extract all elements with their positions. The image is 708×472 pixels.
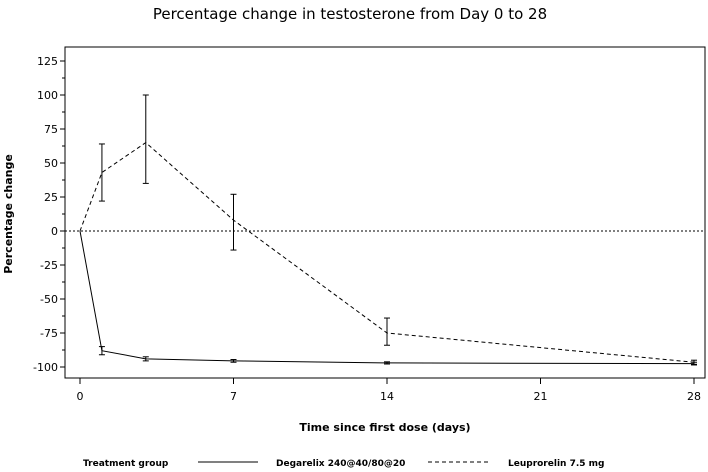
error-bar [98, 143, 105, 202]
error-bar [691, 359, 697, 365]
chart-title: Percentage change in testosterone from D… [153, 5, 547, 23]
x-axis: 0 7 14 21 28 [77, 378, 701, 403]
x-tick-label: 7 [230, 390, 237, 403]
y-tick-label: 25 [44, 191, 58, 204]
y-tick-label: 100 [37, 89, 58, 102]
y-tick-label: 75 [44, 123, 58, 136]
error-bar [384, 317, 390, 346]
y-axis-title: Percentage change [2, 154, 15, 274]
series-line [79, 141, 695, 363]
error-bar [230, 359, 237, 363]
legend: Treatment group Degarelix 240@40/80@20 L… [83, 459, 604, 469]
x-tick-label: 0 [77, 390, 84, 403]
x-axis-title: Time since first dose (days) [299, 421, 470, 434]
error-bar [142, 356, 149, 362]
error-bar [384, 361, 390, 365]
y-tick-label: -25 [40, 259, 58, 272]
legend-label-leuprorelin: Leuprorelin 7.5 mg [508, 459, 604, 469]
y-tick-label: 50 [44, 157, 58, 170]
y-tick-label: 0 [51, 225, 58, 238]
x-tick-label: 21 [534, 390, 548, 403]
y-tick-label: -50 [40, 293, 58, 306]
y-tick-label: 125 [37, 55, 58, 68]
y-axis: 125 100 75 50 25 0 -25 -50 -75 -100 [33, 55, 65, 374]
legend-title: Treatment group [83, 459, 169, 469]
series-layer [79, 94, 697, 366]
x-tick-label: 28 [687, 390, 701, 403]
plot-area-frame [64, 46, 706, 379]
error-bar [230, 193, 237, 251]
y-tick-label: -100 [33, 361, 58, 374]
error-bar [98, 346, 105, 356]
error-bar [142, 94, 149, 184]
legend-label-degarelix: Degarelix 240@40/80@20 [276, 459, 405, 469]
series-line [79, 230, 695, 365]
y-tick-label: -75 [40, 327, 58, 340]
series-1 [79, 94, 697, 365]
x-tick-label: 14 [380, 390, 394, 403]
